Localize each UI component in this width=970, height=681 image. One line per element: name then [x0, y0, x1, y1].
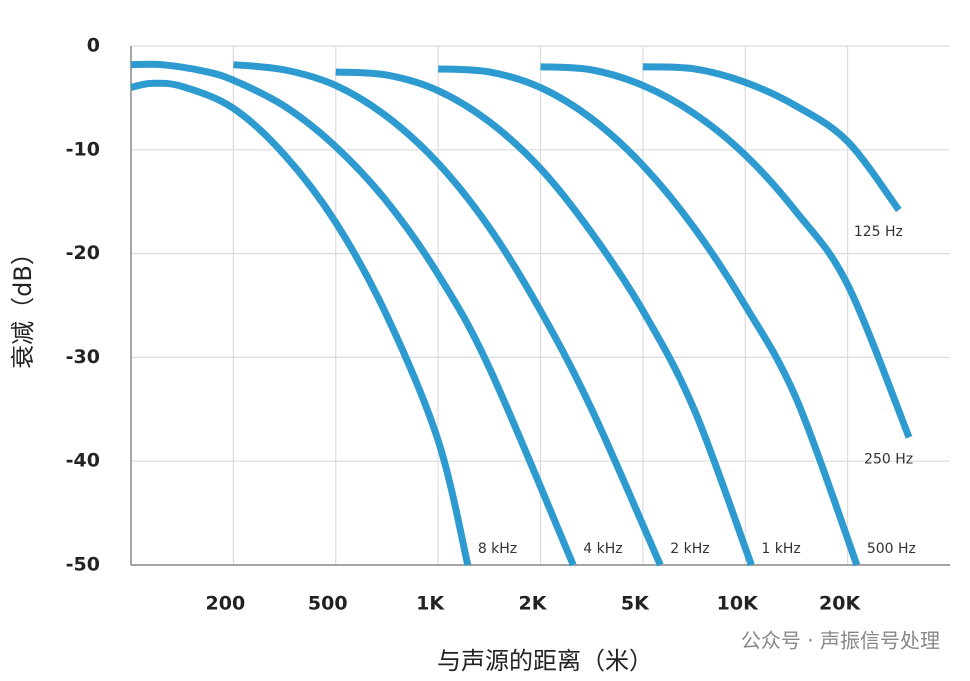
- x-tick-label: 2K: [519, 593, 548, 615]
- y-tick-label: -10: [66, 138, 100, 160]
- series-label: 4 kHz: [583, 541, 622, 557]
- x-tick-label: 5K: [621, 593, 650, 615]
- y-tick-label: -30: [66, 346, 100, 368]
- series-label: 500 Hz: [867, 541, 916, 557]
- x-tick-label: 200: [206, 593, 246, 615]
- x-axis-title: 与声源的距离（米）: [437, 647, 653, 675]
- y-tick-label: 0: [87, 35, 100, 57]
- curve: [130, 60, 577, 567]
- curve: [437, 65, 861, 567]
- curve: [130, 79, 472, 566]
- x-tick-label: 500: [308, 593, 348, 615]
- curve: [233, 61, 664, 567]
- series-label: 250 Hz: [864, 451, 913, 467]
- x-tick-label: 1K: [416, 593, 445, 615]
- y-tick-label: -20: [66, 242, 100, 264]
- series-label: 8 kHz: [478, 541, 517, 557]
- curve: [540, 63, 913, 439]
- watermark: 公众号 · 声振信号处理: [741, 629, 940, 653]
- series-label: 2 kHz: [670, 541, 709, 557]
- series-label: 1 kHz: [761, 541, 800, 557]
- y-axis-title: 衰减（dB）: [9, 241, 37, 369]
- x-tick-label: 10K: [717, 593, 759, 615]
- y-tick-label: -50: [66, 554, 100, 576]
- x-tick-label: 20K: [819, 593, 861, 615]
- series-label: 125 Hz: [854, 224, 903, 240]
- y-tick-label: -40: [66, 450, 100, 472]
- curve: [642, 63, 902, 213]
- curve: [335, 68, 755, 567]
